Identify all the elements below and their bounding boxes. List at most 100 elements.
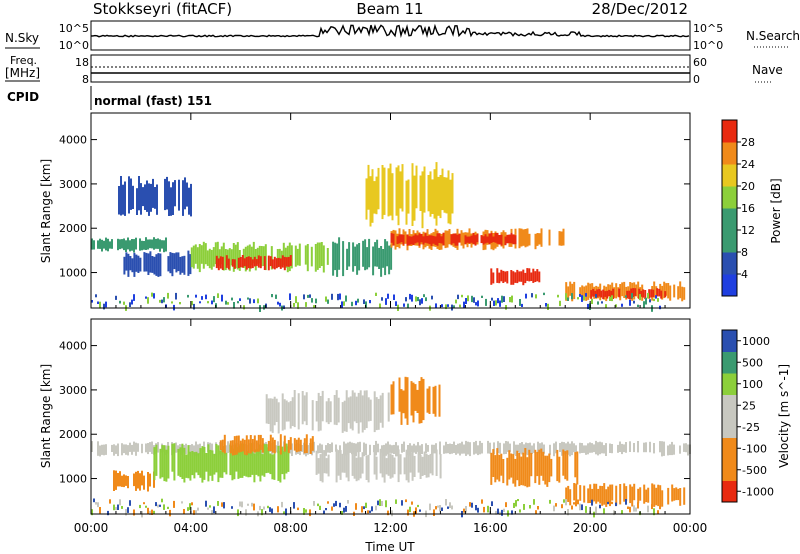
speckle (391, 510, 393, 517)
scatter-strip (423, 451, 426, 475)
scatter-strip (202, 241, 205, 269)
scatter-strip (385, 443, 387, 456)
speckle (213, 296, 215, 303)
speckle (179, 302, 181, 305)
speckle (125, 509, 127, 516)
scatter-strip (121, 475, 123, 487)
scatter-strip (221, 449, 224, 478)
scatter-strip (285, 400, 288, 422)
scatter-strip (181, 443, 184, 479)
nsky-label: N.Sky (5, 31, 39, 45)
nsky-tick-top: 10^5 (59, 22, 89, 35)
scatter-strip (362, 240, 365, 267)
scatter-strip (177, 448, 180, 476)
scatter-strip (454, 233, 457, 246)
speckle (303, 508, 305, 515)
scatter-strip (438, 233, 441, 243)
scatter-strip (173, 253, 176, 270)
scatter-strip (522, 452, 525, 486)
scatter-strip (625, 486, 628, 501)
scatter-strip (393, 457, 396, 475)
scatter-strip (181, 256, 184, 273)
scatter-strip (347, 442, 349, 455)
scatter-strip (231, 259, 234, 267)
speckle (417, 297, 419, 302)
speckle (259, 505, 261, 511)
scatter-strip (185, 443, 187, 455)
scatter-strip (141, 470, 143, 486)
speckle (127, 507, 129, 513)
scatter-strip (464, 235, 467, 245)
scatter-strip (205, 453, 208, 472)
colorbar-tick-label: 16 (741, 202, 755, 215)
speckle (581, 295, 583, 302)
speckle (153, 510, 155, 514)
scatter-strip (479, 440, 481, 455)
scatter-strip (687, 444, 689, 456)
scatter-strip (174, 180, 176, 207)
y-tick-label: 4000 (59, 340, 87, 353)
scatter-strip (127, 445, 129, 456)
speckle (175, 292, 177, 300)
speckle (475, 505, 477, 511)
speckle (567, 297, 569, 301)
scatter-strip (387, 392, 390, 422)
speckle (151, 292, 153, 297)
scatter-strip (576, 451, 579, 485)
scatter-strip (451, 173, 454, 214)
scatter-strip (611, 444, 613, 454)
scatter-strip (679, 488, 682, 506)
scatter-strip (120, 176, 122, 216)
scatter-strip (135, 471, 137, 491)
scatter-strip (331, 442, 333, 453)
speckle (485, 298, 487, 306)
scatter-strip (493, 442, 495, 455)
scatter-strip (289, 255, 292, 266)
speckle (495, 300, 497, 306)
scatter-strip (574, 452, 577, 478)
scatter-strip (520, 228, 523, 247)
scatter-strip (143, 475, 145, 490)
scatter-strip (505, 441, 507, 454)
scatter-strip (390, 244, 393, 270)
scatter-strip (407, 453, 410, 483)
scatter-strip (163, 445, 166, 482)
speckle (465, 298, 467, 304)
speckle (439, 505, 441, 512)
speckle (195, 510, 197, 514)
scatter-strip (243, 439, 246, 455)
speckle (221, 294, 223, 302)
scatter-strip (247, 451, 250, 478)
scatter-strip (583, 445, 585, 453)
scatter-strip (131, 258, 134, 273)
scatter-strip (155, 444, 158, 476)
scatter-strip (405, 449, 408, 481)
scatter-strip (259, 434, 262, 450)
speckle (625, 295, 627, 298)
scatter-strip (317, 458, 320, 474)
scatter-strip (422, 378, 425, 421)
scatter-strip (623, 483, 626, 502)
scatter-strip (282, 242, 285, 266)
speckle (217, 293, 219, 298)
scatter-strip (211, 443, 213, 453)
speckle (441, 304, 443, 308)
scatter-strip (357, 392, 360, 434)
scatter-strip (610, 290, 613, 298)
scatter-strip (596, 289, 599, 298)
scatter-strip (283, 451, 286, 480)
scatter-strip (273, 396, 276, 426)
scatter-strip (387, 168, 390, 217)
scatter-strip (534, 271, 537, 282)
speckle (211, 300, 213, 305)
scatter-strip (91, 238, 93, 250)
scatter-strip (121, 443, 123, 456)
scatter-strip (673, 488, 676, 501)
scatter-strip (341, 453, 344, 473)
scatter-strip (351, 390, 354, 431)
speckle (469, 502, 471, 507)
scatter-strip (219, 440, 222, 450)
scatter-strip (382, 249, 385, 268)
scatter-strip (550, 458, 553, 477)
speckle (189, 503, 191, 510)
